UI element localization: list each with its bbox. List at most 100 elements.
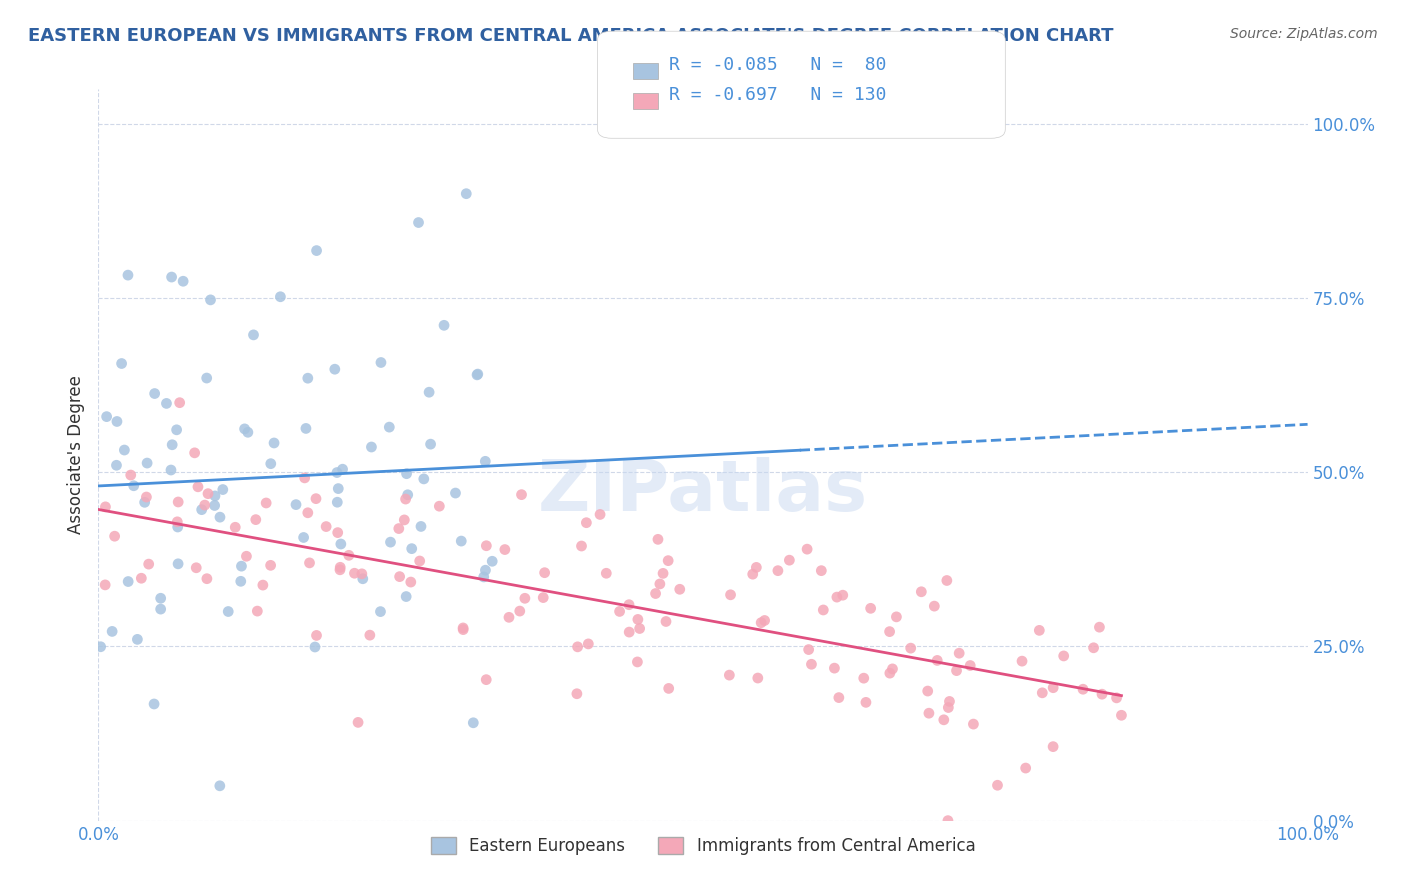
Point	[720, 588, 742, 602]
Point	[463, 715, 485, 730]
Point	[104, 529, 127, 543]
Point	[472, 570, 495, 584]
Point	[305, 491, 328, 506]
Point	[879, 666, 901, 681]
Point	[778, 553, 800, 567]
Point	[657, 554, 679, 568]
Point	[823, 661, 845, 675]
Point	[105, 415, 128, 429]
Point	[617, 598, 640, 612]
Point	[235, 549, 257, 564]
Text: R = -0.085   N =  80: R = -0.085 N = 80	[669, 56, 887, 74]
Point	[494, 542, 516, 557]
Point	[797, 642, 820, 657]
Point	[718, 668, 741, 682]
Point	[110, 357, 132, 371]
Point	[172, 274, 194, 288]
Point	[394, 491, 416, 506]
Point	[1011, 654, 1033, 668]
Point	[197, 486, 219, 500]
Point	[167, 495, 190, 509]
Point	[127, 632, 149, 647]
Point	[195, 572, 218, 586]
Point	[575, 516, 598, 530]
Point	[945, 664, 967, 678]
Point	[1071, 682, 1094, 697]
Point	[149, 591, 172, 606]
Point	[242, 327, 264, 342]
Point	[567, 640, 589, 654]
Point	[285, 498, 308, 512]
Point	[513, 591, 536, 606]
Point	[208, 779, 231, 793]
Point	[825, 590, 848, 604]
Point	[475, 673, 498, 687]
Point	[1014, 761, 1036, 775]
Point	[343, 566, 366, 581]
Point	[143, 697, 166, 711]
Point	[408, 215, 430, 229]
Point	[305, 628, 328, 642]
Point	[658, 681, 681, 696]
Point	[160, 270, 183, 285]
Point	[852, 671, 875, 685]
Point	[359, 628, 381, 642]
Point	[409, 554, 432, 568]
Point	[859, 601, 882, 615]
Point	[1105, 690, 1128, 705]
Point	[297, 506, 319, 520]
Point	[117, 268, 139, 282]
Point	[134, 495, 156, 509]
Point	[254, 496, 277, 510]
Point	[766, 564, 789, 578]
Point	[936, 814, 959, 828]
Point	[96, 409, 118, 424]
Point	[117, 574, 139, 589]
Point	[427, 499, 450, 513]
Point	[395, 467, 418, 481]
Point	[509, 604, 531, 618]
Point	[326, 466, 349, 480]
Point	[467, 367, 489, 381]
Point	[626, 655, 648, 669]
Point	[200, 293, 222, 307]
Point	[855, 695, 877, 709]
Point	[831, 588, 853, 602]
Point	[474, 563, 496, 577]
Point	[298, 556, 321, 570]
Point	[1042, 681, 1064, 695]
Point	[796, 542, 818, 557]
Point	[741, 567, 763, 582]
Point	[935, 574, 957, 588]
Point	[149, 602, 172, 616]
Point	[399, 575, 422, 590]
Point	[166, 520, 188, 534]
Point	[409, 519, 432, 533]
Point	[444, 486, 467, 500]
Point	[412, 472, 434, 486]
Point	[259, 558, 281, 573]
Point	[166, 423, 188, 437]
Point	[475, 539, 498, 553]
Point	[531, 591, 554, 605]
Point	[347, 715, 370, 730]
Point	[94, 578, 117, 592]
Point	[810, 564, 832, 578]
Point	[186, 561, 208, 575]
Point	[419, 437, 441, 451]
Point	[329, 563, 352, 577]
Point	[194, 498, 217, 512]
Point	[120, 468, 142, 483]
Point	[101, 624, 124, 639]
Point	[329, 560, 352, 574]
Point	[246, 604, 269, 618]
Point	[932, 713, 955, 727]
Point	[388, 522, 411, 536]
Point	[155, 396, 177, 410]
Point	[1091, 687, 1114, 701]
Point	[370, 605, 392, 619]
Point	[245, 513, 267, 527]
Point	[326, 525, 349, 540]
Point	[1083, 640, 1105, 655]
Point	[647, 533, 669, 547]
